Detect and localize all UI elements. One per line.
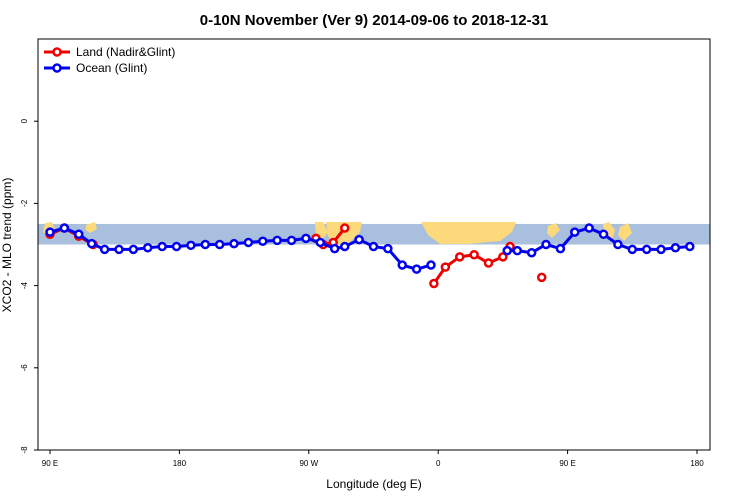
y-tick-label: -6 <box>20 364 29 372</box>
data-point <box>627 244 638 255</box>
series-layer <box>45 223 695 289</box>
data-point <box>339 223 350 233</box>
data-point <box>455 252 465 262</box>
data-point <box>74 229 84 239</box>
data-point <box>339 241 350 252</box>
data-point <box>512 245 523 256</box>
y-tick-label: -8 <box>20 446 29 454</box>
data-point <box>272 235 282 246</box>
data-point <box>598 229 609 239</box>
data-point <box>45 227 55 237</box>
data-point <box>171 241 182 252</box>
ocean-band <box>38 223 710 245</box>
data-point <box>670 243 681 253</box>
data-point <box>536 272 547 283</box>
data-point <box>301 233 311 244</box>
data-point <box>383 243 393 254</box>
legend-entry-ocean: Ocean (Glint) <box>44 61 147 75</box>
data-point <box>99 244 110 255</box>
data-point <box>411 264 422 274</box>
data-point <box>426 260 436 270</box>
data-point <box>86 238 97 249</box>
data-point <box>429 278 439 289</box>
data-point <box>128 244 139 255</box>
data-point <box>214 239 225 250</box>
map-band <box>38 222 710 245</box>
data-point <box>286 235 297 246</box>
data-point <box>502 245 512 256</box>
legend: Land (Nadir&Glint) Ocean (Glint) <box>44 45 175 75</box>
data-point <box>483 258 494 268</box>
data-point <box>541 239 551 250</box>
series-ocean <box>45 223 695 274</box>
data-point <box>526 247 537 258</box>
data-point <box>613 239 623 250</box>
chart-title: 0-10N November (Ver 9) 2014-09-06 to 201… <box>200 12 549 29</box>
land-shape-sumatra <box>618 223 632 241</box>
legend-marker-land <box>52 47 62 57</box>
legend-entry-land: Land (Nadir&Glint) <box>44 45 175 59</box>
y-axis-label: XCO2 - MLO trend (ppm) <box>0 178 14 313</box>
data-point <box>329 243 340 254</box>
data-point <box>685 241 695 252</box>
data-point <box>315 237 326 248</box>
land-shape-india <box>547 223 560 238</box>
data-point <box>584 223 594 233</box>
legend-label-land: Land (Nadir&Glint) <box>76 45 175 59</box>
x-tick-label: 90 W <box>299 459 318 468</box>
land-shape-africa <box>421 222 516 244</box>
x-tick-label: 90 E <box>42 459 58 468</box>
data-point <box>229 238 239 249</box>
data-point <box>354 234 364 245</box>
y-tick-label: -4 <box>20 281 29 289</box>
data-point <box>258 236 268 246</box>
data-point <box>555 243 566 254</box>
data-point <box>656 244 666 255</box>
data-point <box>114 244 124 255</box>
x-tick-label: 180 <box>690 459 704 468</box>
data-point <box>368 241 379 252</box>
x-axis: 90 E 180 90 W 0 90 E 180 <box>42 450 704 468</box>
legend-label-ocean: Ocean (Glint) <box>76 61 147 75</box>
y-tick-label: -2 <box>20 199 29 207</box>
plot-frame <box>37 38 711 451</box>
series-line <box>49 226 432 271</box>
data-point <box>200 239 211 250</box>
y-axis: 0 -2 -4 -6 -8 <box>20 118 38 454</box>
data-point <box>440 262 451 272</box>
x-tick-label: 90 E <box>559 459 575 468</box>
x-axis-label: Longitude (deg E) <box>326 477 421 491</box>
land-shape-new-guinea <box>86 222 97 233</box>
data-point <box>186 240 196 251</box>
data-point <box>469 250 479 260</box>
data-point <box>157 241 167 252</box>
x-tick-label: 180 <box>173 459 187 468</box>
data-point <box>143 243 153 253</box>
data-point <box>570 227 580 237</box>
y-tick-label: 0 <box>20 118 29 123</box>
data-point <box>59 223 70 233</box>
x-tick-label: 0 <box>436 459 441 468</box>
data-point <box>243 237 254 248</box>
data-point <box>641 244 652 255</box>
legend-marker-ocean <box>52 63 62 73</box>
data-point <box>498 252 508 262</box>
data-point <box>397 260 408 270</box>
